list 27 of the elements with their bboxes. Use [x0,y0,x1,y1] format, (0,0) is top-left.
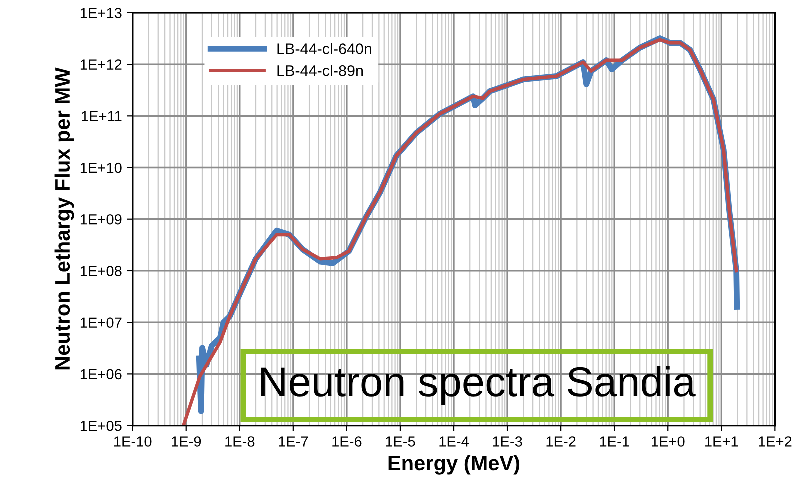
y-tick-label: 1E+07 [80,318,122,328]
x-tick-label: 1E+1 [706,436,738,447]
y-tick-label: 1E+13 [80,8,122,18]
y-tick-label: 1E+10 [80,162,122,174]
y-tick-label: 1E+12 [80,60,122,70]
x-tick-label: 1E-2 [546,436,576,447]
legend-label: LB-44-cl-640n [278,43,372,54]
x-tick-label: 1E-7 [279,436,308,447]
legend-label: LB-44-cl-89n [278,65,363,76]
x-tick-label: 1E-10 [114,436,152,447]
y-tick-label: 1E+05 [80,420,122,432]
x-tick-label: 1E-8 [226,436,255,447]
x-tick-label: 1E+2 [759,436,792,447]
x-axis-title: Energy (MeV) [388,455,520,475]
x-tick-label: 1E-9 [172,436,202,447]
y-tick-label: 1E+06 [80,369,122,380]
x-tick-label: 1E-1 [600,436,630,447]
x-tick-label: 1E+0 [652,436,685,447]
y-tick-label: 1E+11 [82,111,122,122]
annotation: Neutron spectra Sandia [262,366,696,406]
y-axis-title: Neutron Lethargy Flux per MW [54,68,74,370]
y-tick-label: 1E+08 [80,266,122,276]
x-tick-label: 1E-5 [386,436,416,447]
x-tick-label: 1E-4 [440,436,469,447]
x-tick-label: 1E-6 [332,436,362,447]
x-tick-label: 1E-3 [493,436,522,447]
y-tick-label: 1E+09 [80,214,122,225]
